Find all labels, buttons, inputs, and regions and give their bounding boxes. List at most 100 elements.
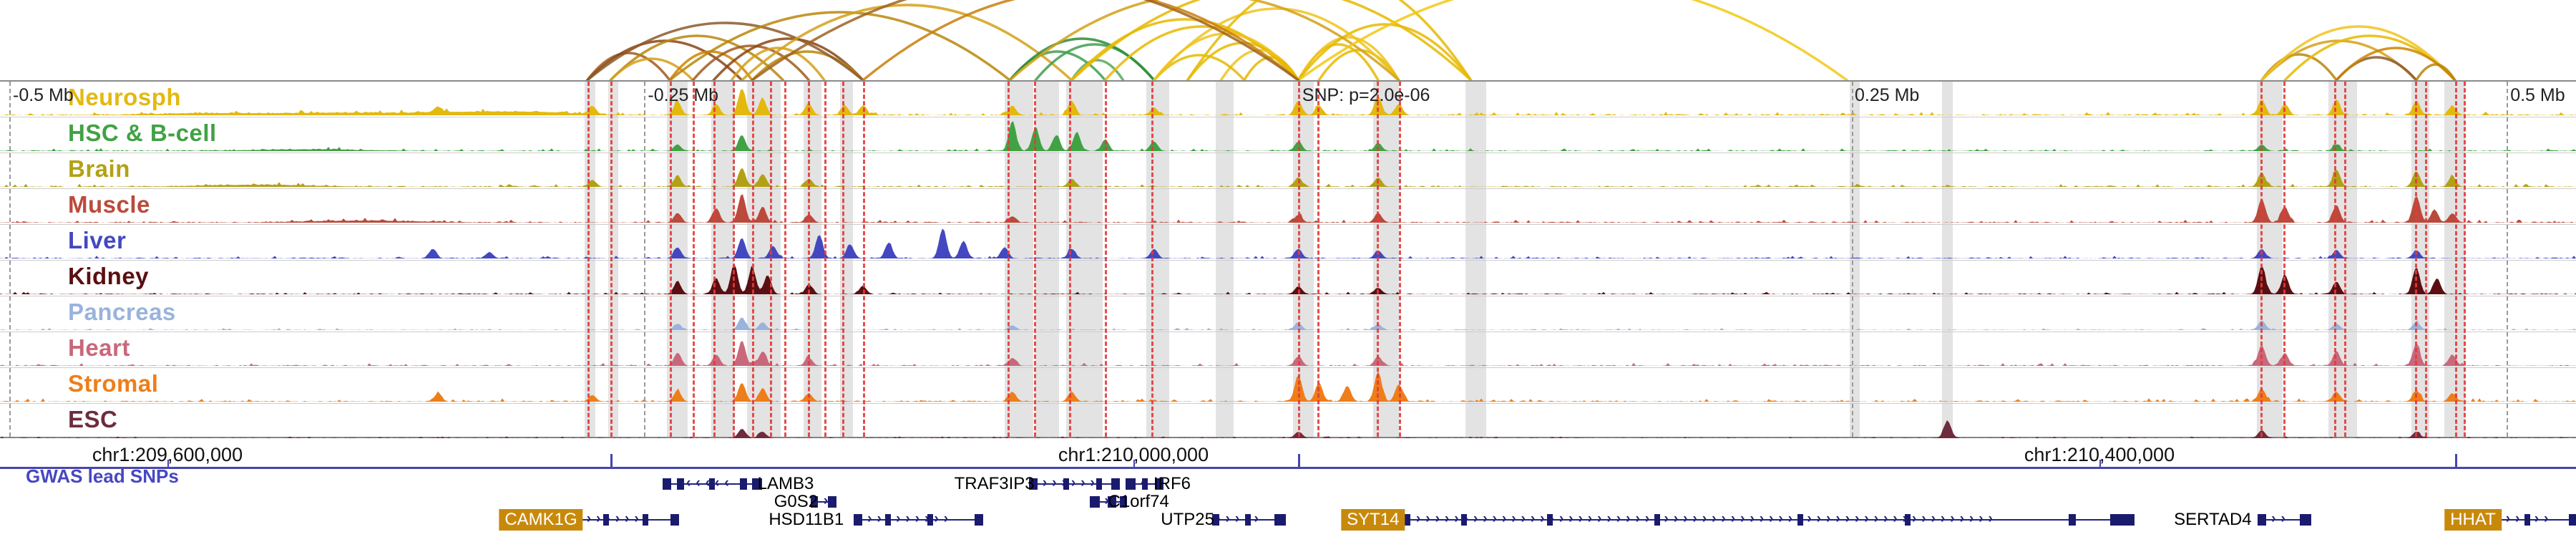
track-row-kidney[interactable]: Kidney [0, 261, 2576, 296]
gene-body-syt14[interactable]: ››››››››››››››››››››››››››››››››››››››››… [1402, 514, 2135, 526]
axis-tick [167, 460, 169, 467]
gene-label-lamb3[interactable]: LAMB3 [757, 474, 814, 493]
highlight-band [804, 82, 822, 437]
exon-box [1096, 478, 1102, 490]
exon-box [643, 514, 649, 526]
highlight-band [1216, 82, 1234, 437]
exon-box [2569, 514, 2576, 526]
axis-line [0, 467, 2576, 469]
signal-area-brain [0, 168, 2576, 187]
gene-body-utp25[interactable]: ››››› [1212, 514, 1287, 526]
exon-box [1546, 514, 1553, 526]
chromatin-interaction-arcs [586, 0, 2457, 80]
gene-label-irf6[interactable]: IRF6 [1153, 474, 1191, 493]
highlight-band [2444, 82, 2466, 437]
track-label-muscle: Muscle [68, 191, 150, 218]
signal-area-neurosph [0, 89, 2576, 115]
exon-box [885, 514, 892, 526]
exon-box [1107, 496, 1116, 508]
gene-body-traf3ip3[interactable]: ››››››› [1028, 478, 1120, 490]
gwas-snp-tick [610, 454, 613, 467]
axis-tick [1133, 460, 1135, 467]
interaction-arc [1070, 0, 1473, 80]
track-label-kidney: Kidney [68, 263, 150, 289]
exon-box [1063, 478, 1069, 490]
track-label-hsc-b-cell: HSC & B-cell [68, 120, 217, 146]
exon-box [1111, 478, 1120, 490]
exon-box [1119, 496, 1127, 508]
axis-tick [2099, 460, 2101, 467]
track-row-muscle[interactable]: Muscle [0, 189, 2576, 225]
gene-label-sertad4[interactable]: SERTAD4 [2174, 510, 2252, 529]
track-row-brain[interactable]: Brain [0, 153, 2576, 189]
exon-box [853, 514, 862, 526]
signal-area-kidney [0, 263, 2576, 294]
gene-body-irf6[interactable]: ‹‹ [1126, 478, 1163, 490]
interaction-arc [1297, 23, 1473, 80]
gene-label-hhat[interactable]: HHAT [2444, 509, 2502, 531]
exon-box [1090, 496, 1100, 508]
gene-body-g0s2[interactable]: ›› [810, 496, 836, 508]
interaction-arc [1153, 7, 1400, 80]
track-label-heart: Heart [68, 334, 130, 361]
gene-annotation-track: ‹‹‹‹‹‹‹LAMB3›››››››TRAF3IP3‹‹IRF6››G0S2›… [0, 473, 2576, 537]
highlight-band [1465, 82, 1487, 437]
highlight-band [1942, 82, 1953, 437]
gene-label-syt14[interactable]: SYT14 [1341, 509, 1405, 531]
gene-body-c1orf74[interactable]: ›› [1090, 496, 1127, 508]
strand-arrows: ››››››››››››››››››››››››››››››››››››››››… [1406, 514, 1998, 526]
gene-body-lamb3[interactable]: ‹‹‹‹‹‹‹ [663, 478, 763, 490]
signal-area-heart [0, 341, 2576, 366]
gene-label-utp25[interactable]: UTP25 [1161, 510, 1214, 529]
exon-box [1797, 514, 1804, 526]
exon-box [1274, 514, 1287, 526]
exon-box [1905, 514, 1911, 526]
track-row-esc[interactable]: ESC [0, 404, 2576, 440]
interaction-arc [586, 52, 671, 80]
track-row-liver[interactable]: Liver [0, 225, 2576, 261]
gene-label-hsd11b1[interactable]: HSD11B1 [769, 510, 844, 529]
strand-arrows: ›››››››› [577, 514, 654, 526]
track-row-stromal[interactable]: Stromal [0, 368, 2576, 404]
exon-box [974, 514, 983, 526]
exon-box [740, 478, 748, 490]
exon-box [1028, 478, 1038, 490]
track-label-pancreas: Pancreas [68, 299, 176, 325]
strand-arrows: ››››››› [1033, 478, 1116, 490]
interaction-arc [1243, 56, 1300, 80]
gwas-snp-tick [1298, 454, 1301, 467]
exon-box [663, 478, 672, 490]
gene-label-g0s2[interactable]: G0S2 [774, 492, 819, 511]
track-label-esc: ESC [68, 406, 118, 432]
interaction-arc [668, 11, 1011, 80]
interaction-arc [609, 57, 695, 80]
track-row-hsc-b-cell[interactable]: HSC & B-cell [0, 117, 2576, 153]
gene-label-traf3ip3[interactable]: TRAF3IP3 [954, 474, 1035, 493]
track-row-heart[interactable]: Heart [0, 332, 2576, 368]
highlight-band [1066, 82, 1103, 437]
gene-label-camk1g[interactable]: CAMK1G [499, 509, 583, 531]
gene-body-sertad4[interactable]: ››› [2257, 514, 2311, 526]
gene-body-hhat[interactable]: ›››››› [2492, 514, 2576, 526]
strand-arrows: ›››››››››› [857, 514, 954, 526]
signal-area-muscle [0, 194, 2576, 223]
gene-label-c1orf74[interactable]: C1orf74 [1108, 492, 1169, 511]
gene-body-camk1g[interactable]: ›››››››› [573, 514, 680, 526]
interaction-arc [751, 0, 1300, 80]
interaction-arc [2260, 25, 2457, 80]
exon-box [1460, 514, 1467, 526]
interaction-arc [2415, 63, 2457, 80]
coordinate-axis: chr1:209,600,000 chr1:210,000,000 chr1:210… [0, 438, 2576, 473]
gene-body-hsd11b1[interactable]: ›››››››››› [853, 514, 983, 526]
exon-box [2110, 514, 2135, 526]
exon-box [709, 478, 716, 490]
signal-area-pancreas [0, 317, 2576, 330]
interaction-arc [586, 21, 864, 80]
interaction-arc [712, 37, 864, 80]
track-row-neurosph[interactable]: Neurosph [0, 82, 2576, 117]
gwas-snp-tick [2454, 454, 2457, 467]
exon-box [752, 478, 763, 490]
track-row-pancreas[interactable]: Pancreas [0, 296, 2576, 332]
interaction-arc [1297, 36, 1400, 80]
interaction-arc [1008, 37, 1156, 80]
